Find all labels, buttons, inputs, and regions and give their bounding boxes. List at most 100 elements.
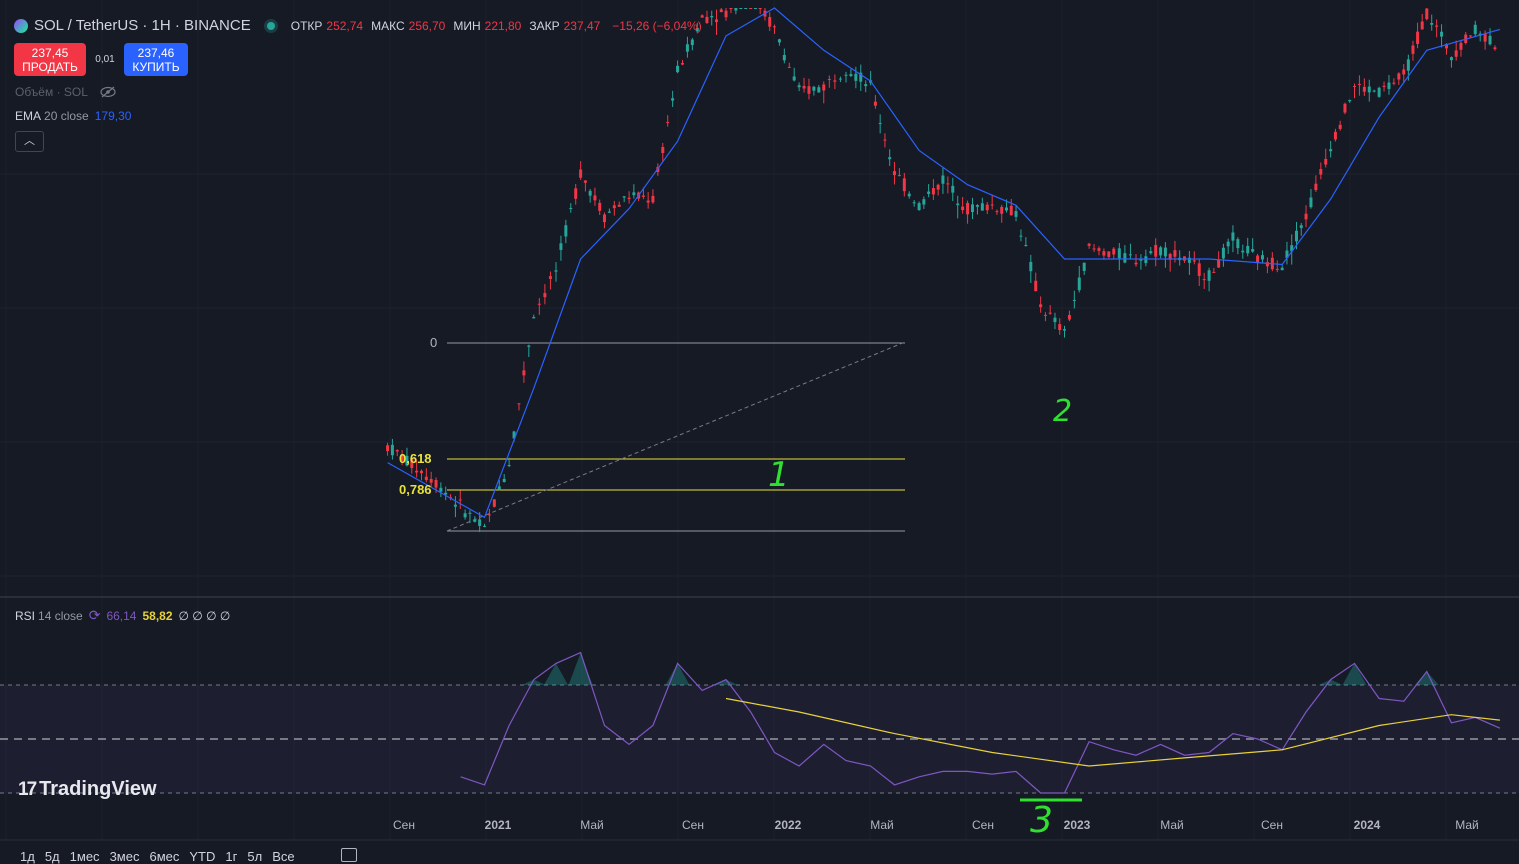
collapse-legend-button[interactable]: ︿ — [15, 131, 44, 152]
candle-body — [744, 8, 748, 9]
annotation-two: 2 — [1053, 394, 1073, 429]
rsi-empty-values: ∅ ∅ ∅ ∅ — [178, 608, 231, 623]
sell-button[interactable]: 237,45 ПРОДАТЬ — [14, 43, 86, 76]
candle-body — [912, 202, 916, 204]
candle-body — [1092, 248, 1096, 250]
fib-label-0: 0 — [430, 335, 438, 350]
timeframe-2[interactable]: 1мес — [69, 849, 100, 864]
candle-body — [849, 74, 853, 77]
candle-body — [424, 476, 428, 481]
ema-legend-value: 179,30 — [94, 109, 132, 123]
candle-body — [897, 175, 901, 177]
candle-body — [1468, 35, 1472, 37]
timeframe-6[interactable]: 1г — [225, 849, 238, 864]
candle-body — [700, 15, 704, 18]
volume-legend[interactable]: Объём · SOL — [15, 85, 116, 99]
symbol-title[interactable]: SOL / TetherUS · 1H · BINANCE — [34, 17, 251, 34]
candle-body — [1285, 250, 1289, 258]
candle-body — [419, 470, 423, 474]
candle-body — [1231, 232, 1235, 241]
candle-body — [1144, 256, 1148, 264]
candle-body — [1377, 87, 1381, 97]
candle-body — [956, 203, 960, 206]
candle-body — [864, 84, 868, 87]
candle-body — [975, 205, 979, 207]
timeframe-8[interactable]: Все — [272, 849, 295, 864]
ohlc-value: 256,70 — [408, 18, 446, 33]
candle-body — [1493, 47, 1497, 50]
ema-line — [387, 7, 1501, 519]
eye-hidden-icon[interactable] — [100, 86, 116, 98]
buy-price: 237,46 — [137, 45, 175, 60]
candle-body — [1207, 270, 1211, 281]
candle-body — [812, 86, 816, 91]
calendar-icon[interactable] — [341, 848, 357, 862]
candle-body — [1024, 245, 1028, 247]
candle-body — [598, 202, 602, 211]
candle-body — [666, 122, 670, 124]
candle-body — [405, 455, 409, 466]
candle-body — [1139, 259, 1143, 261]
ema-legend[interactable]: EMA 20 close 179,30 — [15, 109, 131, 123]
candle-body — [883, 139, 887, 141]
x-tick-label: 2022 — [775, 818, 802, 832]
candle-body — [537, 303, 541, 305]
candle-body — [1107, 251, 1111, 257]
timeframe-1[interactable]: 5д — [44, 849, 60, 864]
candle-body — [1246, 245, 1250, 254]
sol-logo-icon — [14, 18, 28, 33]
rsi-legend[interactable]: RSI 14 close ⟳ 66,14 58,82 ∅ ∅ ∅ ∅ — [15, 607, 230, 624]
refresh-icon[interactable]: ⟳ — [88, 607, 101, 623]
candle-body — [1473, 24, 1477, 35]
candle-body — [1009, 205, 1013, 216]
candle-body — [548, 276, 552, 279]
candle-body — [724, 10, 728, 18]
fibonacci-retracement — [446, 341, 906, 532]
rsi-ma-line — [725, 697, 1500, 767]
candle-body — [739, 8, 743, 9]
tradingview-logo[interactable]: 17 TradingView — [18, 778, 157, 801]
ohlc-values: ОТКР 252,74 МАКС 256,70 МИН 221,80 ЗАКР 237,47−… — [291, 19, 706, 33]
candle-body — [985, 204, 989, 211]
candle-body — [400, 454, 404, 461]
candle-body — [753, 8, 757, 9]
candle-body — [980, 203, 984, 211]
ohlc-value: 252,74 — [326, 18, 364, 33]
candle-body — [1062, 329, 1066, 331]
annotation-one: 1 — [768, 455, 790, 495]
rsi-legend-name: RSI — [15, 608, 36, 623]
candle-body — [1459, 42, 1463, 50]
candle-body — [838, 78, 842, 80]
candle-body — [902, 178, 906, 192]
candle-body — [622, 196, 626, 198]
candle-body — [1067, 314, 1071, 320]
candle-body — [602, 214, 606, 223]
ohlc-key: ЗАКР — [529, 18, 560, 33]
candle-body — [1102, 251, 1106, 256]
ohlc-key: МАКС — [371, 18, 405, 33]
timeframe-4[interactable]: 6мес — [149, 849, 180, 864]
candle-body — [1187, 257, 1191, 263]
candle-body — [1367, 86, 1371, 93]
candle-body — [1435, 25, 1439, 27]
candle-body — [927, 191, 931, 194]
candle-body — [1053, 317, 1057, 323]
candle-body — [632, 192, 636, 196]
timeframe-3[interactable]: 3мес — [109, 849, 140, 864]
time-axis: Сен 2021 Май Сен 2022 Май Сен 2023 Май Сен 2024 Май — [0, 818, 1519, 841]
candle-body — [1043, 314, 1047, 316]
candle-body — [1241, 250, 1245, 253]
candle-body — [646, 200, 650, 203]
candle-body — [787, 66, 791, 68]
rsi-legend-params: 14 close — [38, 608, 83, 623]
timeframe-5[interactable]: YTD — [189, 849, 216, 864]
candle-body — [1117, 248, 1121, 259]
buy-button[interactable]: 237,46 КУПИТЬ — [124, 43, 188, 76]
timeframe-0[interactable]: 1д — [20, 849, 35, 864]
candle-body — [1197, 263, 1201, 276]
timeframe-7[interactable]: 5л — [247, 849, 263, 864]
sell-label: ПРОДАТЬ — [22, 59, 78, 74]
candle-body — [1128, 254, 1132, 256]
candle-body — [1019, 235, 1023, 237]
